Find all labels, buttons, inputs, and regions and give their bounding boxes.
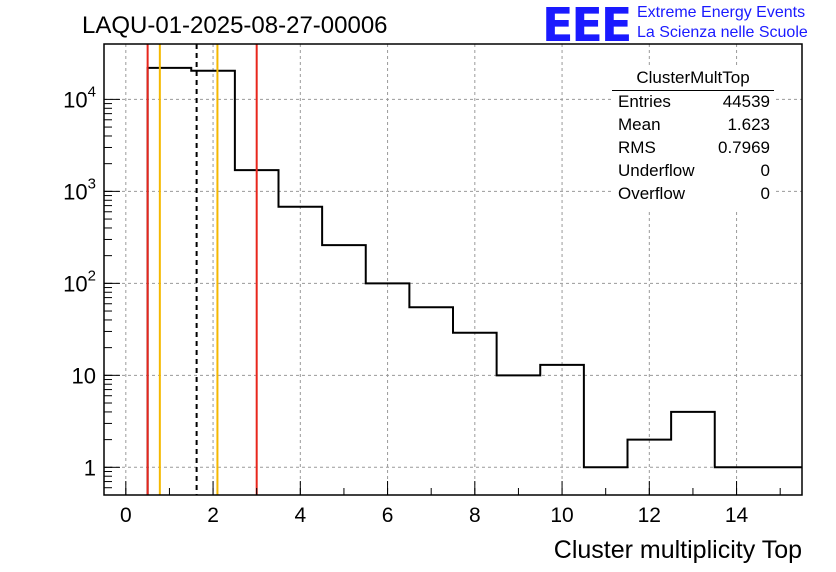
y-tick-label: 104 xyxy=(63,83,96,112)
logo-subtitle-2: La Scienza nelle Scuole xyxy=(637,24,808,41)
stats-row-rms: RMS 0.7969 xyxy=(618,138,770,160)
stats-box: ClusterMultTop Entries 44539 Mean 1.623 … xyxy=(612,68,774,210)
stats-value: 44539 xyxy=(722,92,770,111)
x-tick-label: 4 xyxy=(294,504,306,527)
y-tick-label: 103 xyxy=(63,175,96,204)
grid-lines xyxy=(104,44,802,495)
x-axis: 0 2 4 6 8 10 12 14 xyxy=(120,481,781,527)
y-tick-label: 102 xyxy=(63,267,96,296)
logo-subtitle-1: Extreme Energy Events xyxy=(637,4,806,21)
stats-row-entries: Entries 44539 xyxy=(618,92,770,114)
stats-label: Underflow xyxy=(618,161,695,180)
stats-box-title: ClusterMultTop xyxy=(636,68,750,87)
stats-value: 1.623 xyxy=(727,115,770,134)
stats-value: 0.7969 xyxy=(718,138,770,157)
stats-label: RMS xyxy=(618,138,656,157)
stats-row-mean: Mean 1.623 xyxy=(618,115,770,137)
x-tick-label: 0 xyxy=(120,504,132,527)
stats-label: Entries xyxy=(618,92,671,111)
plot-frame xyxy=(103,43,803,496)
histogram-series xyxy=(146,66,802,495)
chart-title: LAQU-01-2025-08-27-00006 xyxy=(82,12,388,39)
y-axis: 1 10 102 103 104 xyxy=(63,83,120,496)
stats-label: Mean xyxy=(618,115,661,134)
x-tick-label: 2 xyxy=(207,504,219,527)
x-tick-label: 10 xyxy=(550,504,573,527)
stats-value: 0 xyxy=(760,184,770,203)
x-tick-label: 6 xyxy=(382,504,394,527)
stats-box-divider xyxy=(612,90,774,91)
x-tick-label: 12 xyxy=(638,504,661,527)
stats-label: Overflow xyxy=(618,184,686,203)
x-axis-label: Cluster multiplicity Top xyxy=(554,536,802,564)
cut-lines xyxy=(146,44,258,495)
stats-row-overflow: Overflow 0 xyxy=(618,184,770,206)
histogram-outline xyxy=(146,66,802,495)
eee-logo: EEE xyxy=(542,0,632,52)
stats-value: 0 xyxy=(760,161,770,180)
stats-row-underflow: Underflow 0 xyxy=(618,161,770,183)
y-tick-label: 10 xyxy=(72,363,96,388)
x-tick-label: 8 xyxy=(469,504,481,527)
x-tick-label: 14 xyxy=(725,504,749,527)
y-tick-label: 1 xyxy=(84,455,96,480)
